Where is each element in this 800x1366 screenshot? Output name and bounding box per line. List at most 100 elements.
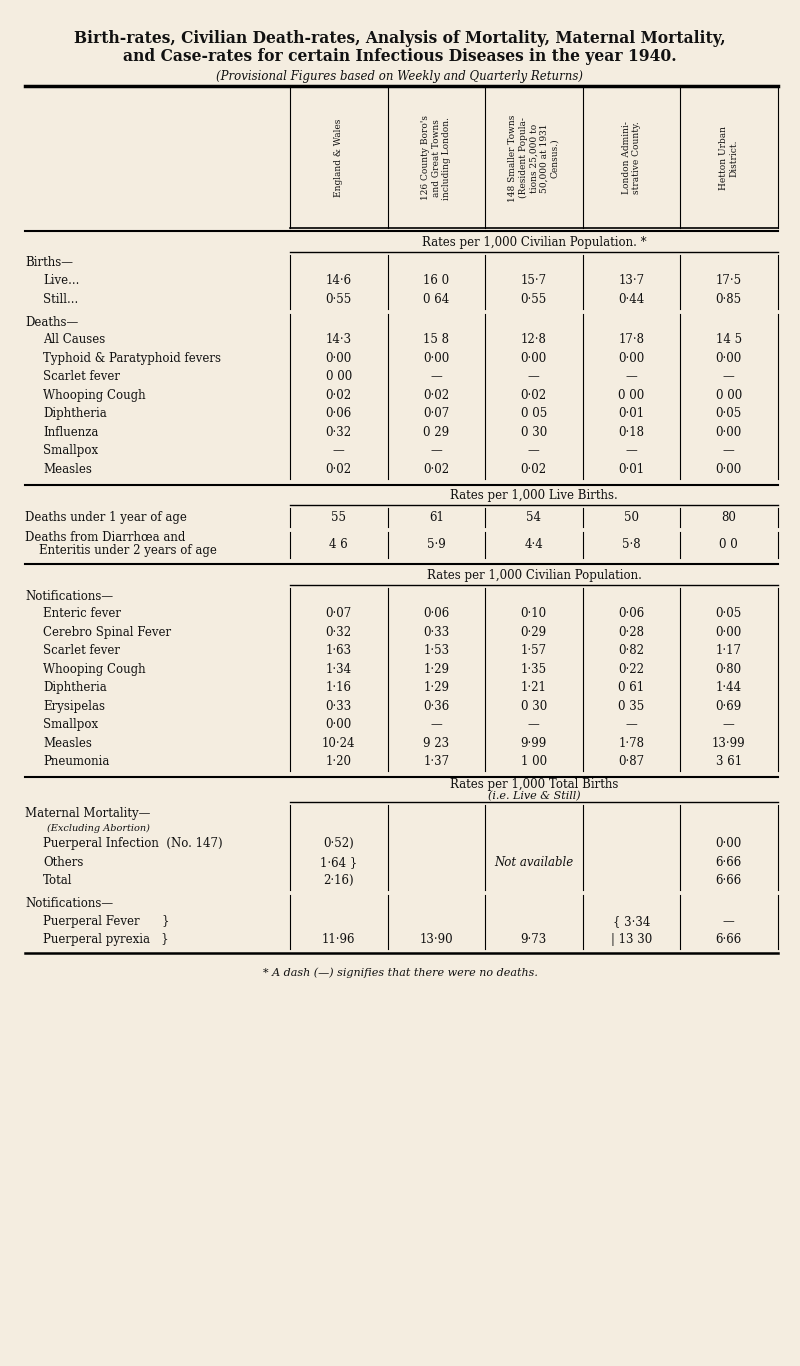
Text: —: — <box>430 370 442 384</box>
Text: Rates per 1,000 Civilian Population. *: Rates per 1,000 Civilian Population. * <box>422 236 646 249</box>
Text: 148 Smaller Towns
(Resident Popula-
tions 25,000 to
50,000 at 1931
Census.): 148 Smaller Towns (Resident Popula- tion… <box>508 115 559 202</box>
Text: London Admini-
strative County.: London Admini- strative County. <box>622 122 641 194</box>
Text: 0·01: 0·01 <box>618 407 644 421</box>
Text: 14·6: 14·6 <box>326 275 352 287</box>
Text: —: — <box>528 444 540 458</box>
Text: Smallpox: Smallpox <box>43 444 98 458</box>
Text: Enteric fever: Enteric fever <box>43 608 121 620</box>
Text: 0 05: 0 05 <box>521 407 547 421</box>
Text: 0·00: 0·00 <box>326 719 352 731</box>
Text: Not available: Not available <box>494 855 574 869</box>
Text: Puerperal Infection  (No. 147): Puerperal Infection (No. 147) <box>43 837 222 850</box>
Text: 10·24: 10·24 <box>322 736 355 750</box>
Text: and Case-rates for certain Infectious Diseases in the year 1940.: and Case-rates for certain Infectious Di… <box>123 48 677 66</box>
Text: Total: Total <box>43 874 73 888</box>
Text: 0·00: 0·00 <box>716 426 742 438</box>
Text: 5·9: 5·9 <box>427 538 446 552</box>
Text: Rates per 1,000 Total Births: Rates per 1,000 Total Births <box>450 777 618 791</box>
Text: 1·17: 1·17 <box>716 645 742 657</box>
Text: Hetton Urban
District.: Hetton Urban District. <box>719 126 738 190</box>
Text: 15 8: 15 8 <box>423 333 450 346</box>
Text: Scarlet fever: Scarlet fever <box>43 370 120 384</box>
Text: Notifications—: Notifications— <box>25 897 113 910</box>
Text: 0·00: 0·00 <box>521 352 547 365</box>
Text: 16 0: 16 0 <box>423 275 450 287</box>
Text: 0 35: 0 35 <box>618 699 644 713</box>
Text: 0 61: 0 61 <box>618 682 644 694</box>
Text: 15·7: 15·7 <box>521 275 547 287</box>
Text: 54: 54 <box>526 511 542 523</box>
Text: 0·33: 0·33 <box>326 699 352 713</box>
Text: 0·69: 0·69 <box>716 699 742 713</box>
Text: 3 61: 3 61 <box>716 755 742 768</box>
Text: Diphtheria: Diphtheria <box>43 407 106 421</box>
Text: 13·90: 13·90 <box>419 933 453 947</box>
Text: 0 00: 0 00 <box>326 370 352 384</box>
Text: 12·8: 12·8 <box>521 333 546 346</box>
Text: Birth-rates, Civilian Death-rates, Analysis of Mortality, Maternal Mortality,: Birth-rates, Civilian Death-rates, Analy… <box>74 30 726 46</box>
Text: 0·00: 0·00 <box>716 837 742 850</box>
Text: —: — <box>626 370 637 384</box>
Text: 1 00: 1 00 <box>521 755 547 768</box>
Text: 0·05: 0·05 <box>716 407 742 421</box>
Text: Maternal Mortality—: Maternal Mortality— <box>25 806 150 820</box>
Text: Measles: Measles <box>43 736 92 750</box>
Text: Whooping Cough: Whooping Cough <box>43 663 146 676</box>
Text: 0·00: 0·00 <box>716 463 742 475</box>
Text: 1·35: 1·35 <box>521 663 547 676</box>
Text: 0·07: 0·07 <box>423 407 450 421</box>
Text: 0·36: 0·36 <box>423 699 450 713</box>
Text: 0·22: 0·22 <box>618 663 644 676</box>
Text: Measles: Measles <box>43 463 92 475</box>
Text: 1·44: 1·44 <box>716 682 742 694</box>
Text: 11·96: 11·96 <box>322 933 355 947</box>
Text: (i.e. Live & Still): (i.e. Live & Still) <box>488 791 580 802</box>
Text: 0·02: 0·02 <box>521 389 547 402</box>
Text: 0·00: 0·00 <box>326 352 352 365</box>
Text: 0·32: 0·32 <box>326 626 352 639</box>
Text: —: — <box>528 370 540 384</box>
Text: Cerebro Spinal Fever: Cerebro Spinal Fever <box>43 626 171 639</box>
Text: 13·99: 13·99 <box>712 736 746 750</box>
Text: 1·34: 1·34 <box>326 663 352 676</box>
Text: 1·78: 1·78 <box>618 736 644 750</box>
Text: 0·02: 0·02 <box>521 463 547 475</box>
Text: 6·66: 6·66 <box>716 933 742 947</box>
Text: | 13 30: | 13 30 <box>610 933 652 947</box>
Text: 9 23: 9 23 <box>423 736 450 750</box>
Text: —: — <box>430 444 442 458</box>
Text: 9·99: 9·99 <box>521 736 547 750</box>
Text: 17·8: 17·8 <box>618 333 644 346</box>
Text: 14 5: 14 5 <box>716 333 742 346</box>
Text: 1·29: 1·29 <box>423 663 450 676</box>
Text: 0·00: 0·00 <box>618 352 644 365</box>
Text: 0·07: 0·07 <box>326 608 352 620</box>
Text: —: — <box>430 719 442 731</box>
Text: 1·29: 1·29 <box>423 682 450 694</box>
Text: 0 64: 0 64 <box>423 292 450 306</box>
Text: Notifications—: Notifications— <box>25 590 113 602</box>
Text: 2·16): 2·16) <box>323 874 354 888</box>
Text: 0 0: 0 0 <box>719 538 738 552</box>
Text: 0·00: 0·00 <box>716 626 742 639</box>
Text: England & Wales: England & Wales <box>334 119 343 197</box>
Text: 1·16: 1·16 <box>326 682 352 694</box>
Text: 80: 80 <box>722 511 736 523</box>
Text: Smallpox: Smallpox <box>43 719 98 731</box>
Text: 0·00: 0·00 <box>716 352 742 365</box>
Text: (Excluding Abortion): (Excluding Abortion) <box>47 824 150 832</box>
Text: 0·18: 0·18 <box>618 426 644 438</box>
Text: 0·05: 0·05 <box>716 608 742 620</box>
Text: 0·33: 0·33 <box>423 626 450 639</box>
Text: 0·29: 0·29 <box>521 626 547 639</box>
Text: Puerperal pyrexia   }: Puerperal pyrexia } <box>43 933 169 947</box>
Text: 0·10: 0·10 <box>521 608 547 620</box>
Text: —: — <box>528 719 540 731</box>
Text: 14·3: 14·3 <box>326 333 352 346</box>
Text: 4·4: 4·4 <box>524 538 543 552</box>
Text: 1·57: 1·57 <box>521 645 547 657</box>
Text: 1·21: 1·21 <box>521 682 546 694</box>
Text: 0·02: 0·02 <box>326 463 352 475</box>
Text: —: — <box>723 370 734 384</box>
Text: 55: 55 <box>331 511 346 523</box>
